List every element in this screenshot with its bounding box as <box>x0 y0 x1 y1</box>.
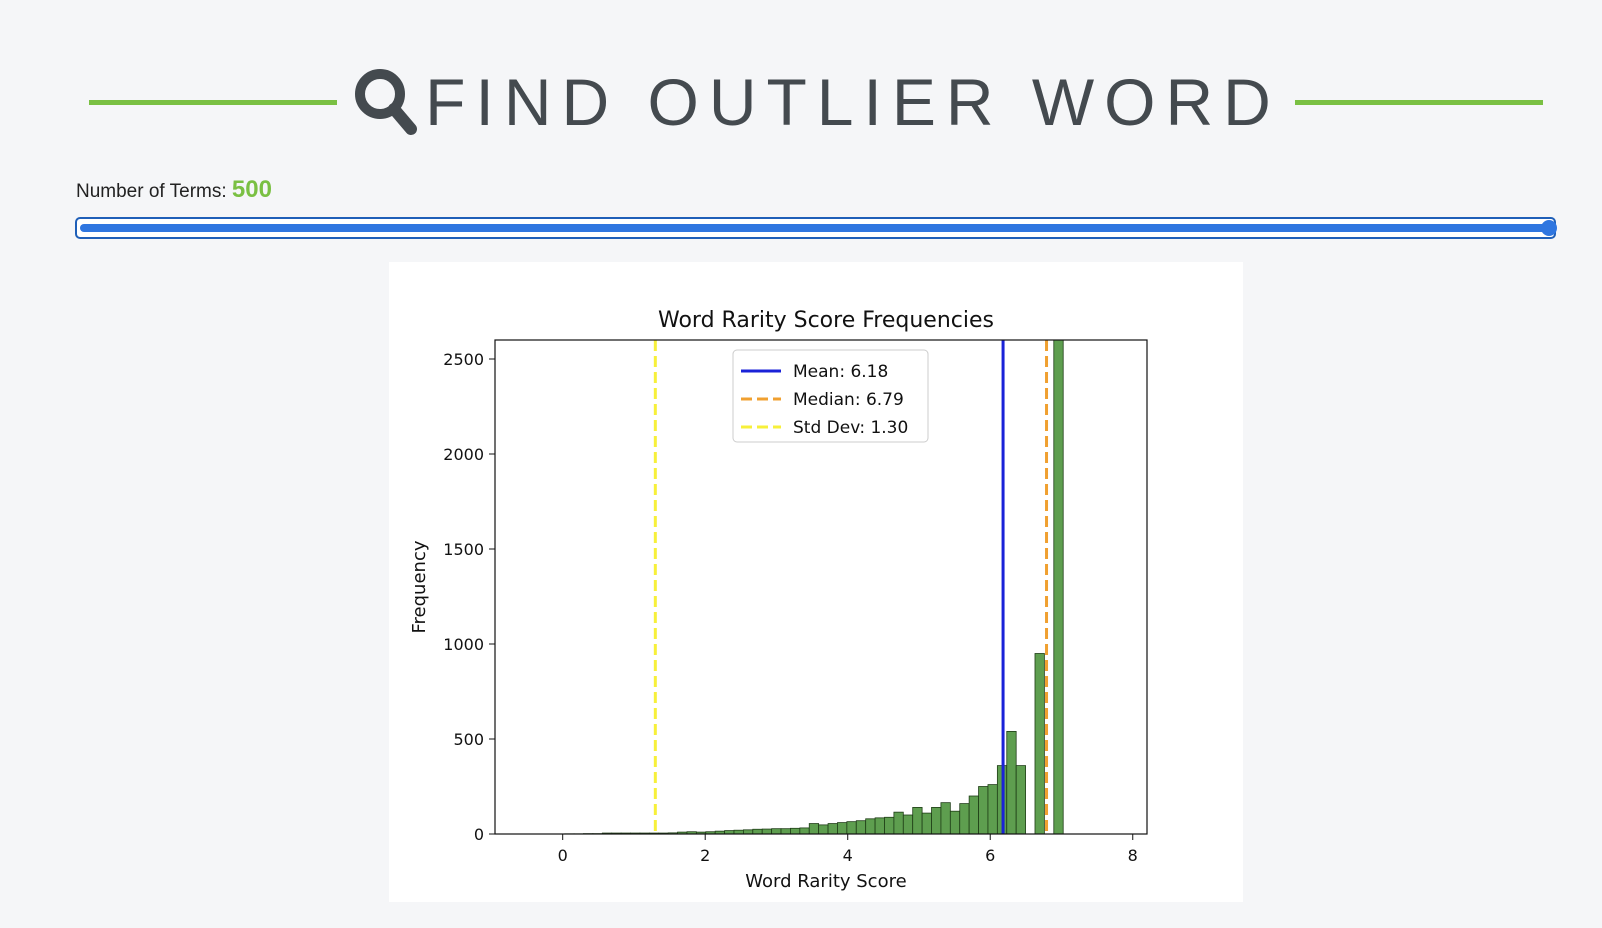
y-tick-label: 2000 <box>443 445 484 464</box>
histogram-bar <box>1053 339 1064 835</box>
page-header: FIND OUTLIER WORD <box>89 62 1543 142</box>
histogram-bar <box>1015 765 1026 835</box>
header-right-rule <box>1294 99 1543 105</box>
chart-title: Word Rarity Score Frequencies <box>658 308 994 333</box>
y-tick-label: 500 <box>453 730 484 749</box>
histogram-bar <box>761 828 773 835</box>
legend-box <box>732 349 929 443</box>
histogram-bar <box>940 802 951 835</box>
histogram-bar <box>987 784 998 835</box>
x-tick-label: 2 <box>700 846 710 865</box>
y-tick-label: 1000 <box>443 635 484 654</box>
x-tick-label: 8 <box>1128 846 1138 865</box>
histogram-bar <box>846 821 857 835</box>
legend-label: Std Dev: 1.30 <box>793 418 908 438</box>
histogram-bar <box>752 828 763 835</box>
histogram-bar <box>855 820 867 835</box>
histogram-bar <box>1006 730 1017 835</box>
histogram-bar <box>949 810 961 835</box>
histogram-bar <box>865 818 876 835</box>
legend-label: Mean: 6.18 <box>793 362 888 382</box>
y-tick-label: 2500 <box>443 350 484 369</box>
histogram-bar <box>808 823 820 835</box>
terms-slider[interactable] <box>75 217 1557 239</box>
histogram-bar <box>837 822 848 835</box>
histogram-bar <box>1034 653 1045 835</box>
histogram-bar <box>743 829 754 835</box>
histogram-bar <box>771 828 782 835</box>
x-tick-label: 0 <box>558 846 568 865</box>
search-icon <box>355 69 418 135</box>
histogram-bar <box>874 817 885 835</box>
histogram-bar <box>968 795 979 835</box>
page-title: FIND OUTLIER WORD <box>425 65 1281 139</box>
histogram-bar <box>799 827 810 835</box>
histogram-bar <box>780 828 791 835</box>
chart-legend: Mean: 6.18 Median: 6.79 Std Dev: 1.30 <box>732 349 929 443</box>
terms-label-group: Number of Terms: 500 <box>76 176 272 204</box>
terms-value: 500 <box>231 176 272 203</box>
header-title-group: FIND OUTLIER WORD <box>337 65 1295 139</box>
histogram-bar <box>931 807 942 835</box>
histogram-bar <box>893 811 904 835</box>
histogram-bar <box>959 803 970 835</box>
histogram-bar <box>912 807 923 835</box>
histogram-bar <box>790 827 801 835</box>
histogram-bar <box>921 812 932 835</box>
legend-label: Median: 6.79 <box>793 390 904 410</box>
y-axis-label: Frequency <box>409 540 430 633</box>
plot-frame <box>494 339 1148 835</box>
y-tick-label: 1500 <box>443 540 484 559</box>
histogram-bar <box>827 823 838 835</box>
slider-thumb[interactable] <box>1541 220 1557 236</box>
y-tick-label: 0 <box>474 825 484 844</box>
histogram-bar <box>902 814 914 835</box>
slider-track <box>80 224 1551 232</box>
x-tick-label: 6 <box>985 846 995 865</box>
histogram-bar <box>978 786 989 835</box>
x-axis-label: Word Rarity Score <box>745 871 906 892</box>
terms-label: Number of Terms: <box>76 181 227 202</box>
header-left-rule <box>89 99 338 105</box>
rarity-histogram: Word Rarity Score Frequencies 0 2 4 6 8 0 500… <box>409 308 1148 892</box>
histogram-bar <box>884 816 895 835</box>
chart-panel: Word Rarity Score Frequencies 0 2 4 6 8 0 500… <box>389 262 1243 902</box>
histogram-bar <box>818 824 829 835</box>
x-tick-label: 4 <box>843 846 853 865</box>
